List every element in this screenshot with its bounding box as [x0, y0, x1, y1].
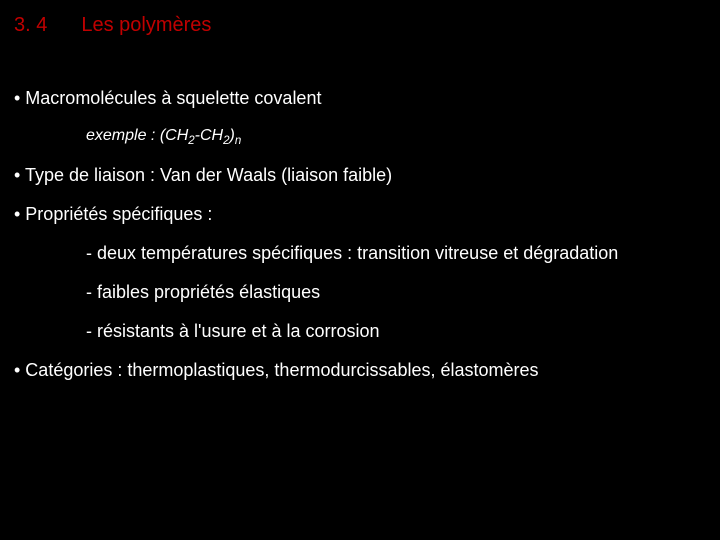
- heading-row: 3. 4 Les polymères: [14, 14, 211, 37]
- sub-resistants: - résistants à l'usure et à la corrosion: [86, 321, 706, 342]
- example-prefix: exemple : (CH: [86, 127, 188, 144]
- bullet-proprietes: • Propriétés spécifiques :: [14, 204, 706, 225]
- example-formula: exemple : (CH2-CH2)n: [86, 127, 706, 147]
- subscript-n: n: [235, 135, 241, 147]
- example-mid: -CH: [195, 127, 223, 144]
- content-area: • Macromolécules à squelette covalent ex…: [14, 88, 706, 399]
- section-number: 3. 4: [14, 14, 47, 37]
- slide-title: Les polymères: [81, 14, 211, 37]
- slide: 3. 4 Les polymères • Macromolécules à sq…: [0, 0, 720, 540]
- bullet-macromolecules: • Macromolécules à squelette covalent: [14, 88, 706, 109]
- bullet-categories: • Catégories : thermoplastiques, thermod…: [14, 360, 706, 381]
- sub-temperatures: - deux températures spécifiques : transi…: [86, 243, 706, 264]
- sub-elastiques: - faibles propriétés élastiques: [86, 282, 706, 303]
- bullet-liaison: • Type de liaison : Van der Waals (liais…: [14, 165, 706, 186]
